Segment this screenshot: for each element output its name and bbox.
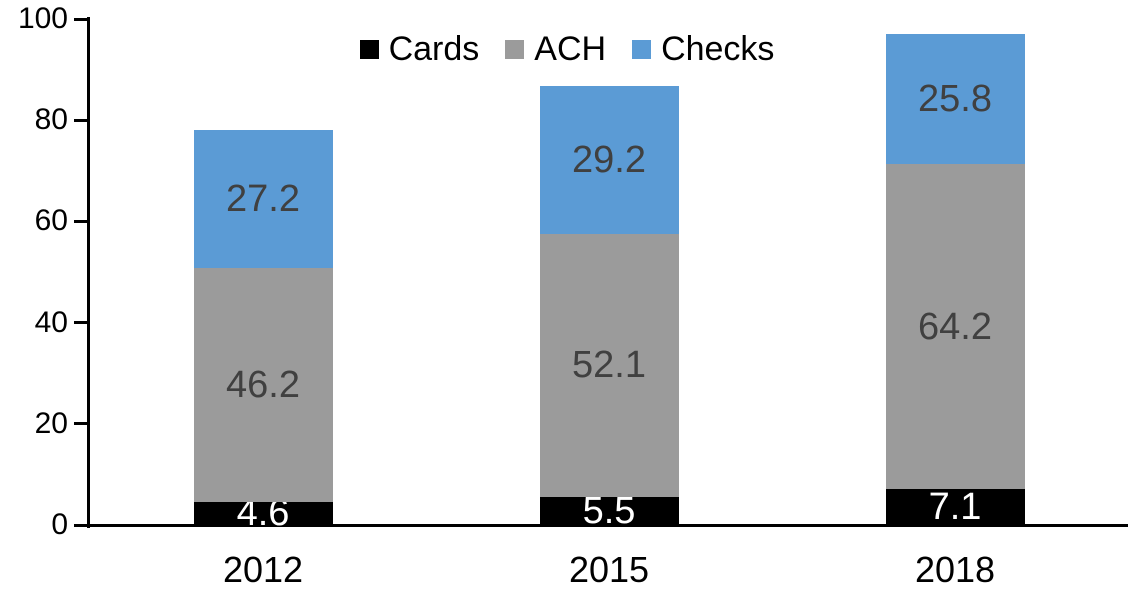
y-tick-mark — [74, 523, 88, 527]
y-axis-line — [87, 17, 90, 528]
bar-segment-checks — [539, 85, 679, 234]
y-tick-mark — [74, 118, 88, 122]
y-tick-mark — [74, 422, 88, 426]
bar-segment-label: 29.2 — [572, 138, 646, 181]
y-tick-mark — [74, 321, 88, 325]
x-axis-label: 2015 — [568, 549, 650, 590]
y-tick-label: 80 — [34, 103, 68, 137]
y-tick-label: 60 — [34, 204, 68, 238]
bar-segment-ach — [885, 164, 1025, 490]
legend-item-ach: ACH — [505, 32, 606, 66]
bar-segment-label: 7.1 — [928, 486, 982, 529]
legend-item-checks: Checks — [632, 32, 774, 66]
legend-label: Cards — [388, 30, 480, 68]
bar-segment-label: 27.2 — [226, 178, 300, 221]
bar-segment-label: 64.2 — [918, 305, 992, 348]
bar-segment-cards — [885, 489, 1025, 525]
legend-swatch-ach-icon — [505, 39, 525, 59]
legend-label: Checks — [661, 30, 775, 68]
y-tick-label: 20 — [34, 406, 68, 440]
y-tick-label: 40 — [34, 305, 68, 339]
bar-segment-ach — [539, 233, 679, 498]
bar-segment-ach — [193, 267, 333, 502]
bar-segment-checks — [193, 130, 333, 268]
legend-swatch-checks-icon — [632, 39, 652, 59]
legend-swatch-cards-icon — [359, 39, 379, 59]
bar-segment-label: 25.8 — [918, 77, 992, 120]
y-tick-mark — [74, 17, 88, 21]
x-axis-line — [74, 524, 1128, 527]
x-axis-label: 2012 — [222, 549, 304, 590]
legend-item-cards: Cards — [359, 30, 480, 68]
bar-segment-checks — [885, 33, 1025, 165]
bar-segment-cards — [193, 501, 333, 525]
y-tick-label: 0 — [51, 508, 68, 541]
bar-segment-label: 46.2 — [226, 363, 300, 406]
bar-segment-label: 52.1 — [572, 344, 646, 387]
y-tick-mark — [74, 219, 88, 223]
legend: Cards ACH Checks — [0, 30, 1134, 68]
x-axis-label: 2018 — [914, 549, 996, 590]
legend-label: ACH — [534, 30, 607, 68]
bar-segment-cards — [539, 497, 679, 525]
y-tick-label: 100 — [17, 2, 68, 35]
